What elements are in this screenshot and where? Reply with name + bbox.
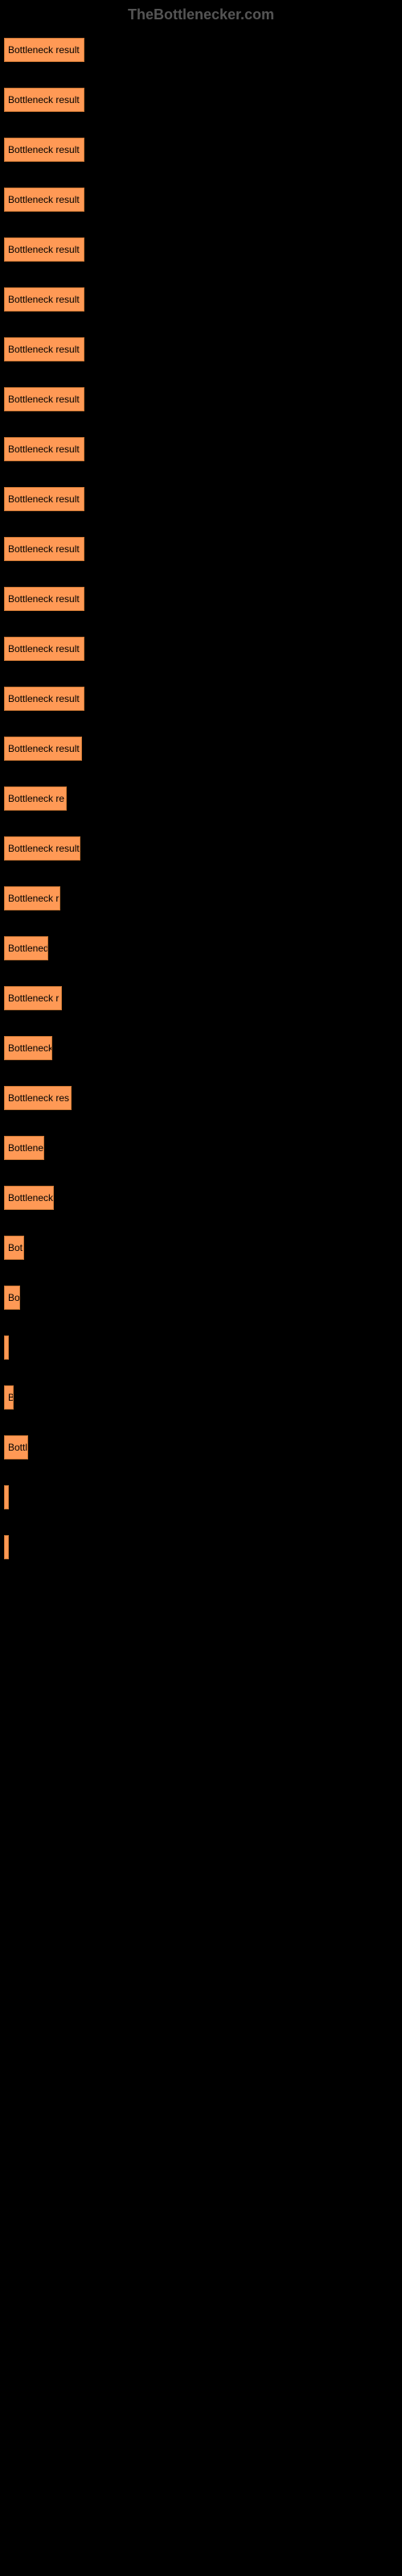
bar-row: Bottleneck r: [4, 886, 398, 910]
site-header: TheBottlenecker.com: [0, 0, 402, 30]
bar-label: Bottleneck result: [8, 44, 80, 56]
bar: Bottleneck result: [4, 737, 82, 761]
bar-label: Bottleneck result: [8, 743, 80, 754]
bar-label: Bottleneck result: [8, 344, 80, 355]
bar: Bottleneck result: [4, 138, 84, 162]
bar-row: Bottleneck: [4, 1186, 398, 1210]
bar-label: Bottleneck result: [8, 593, 80, 605]
bar-row: Bottleneck result: [4, 138, 398, 162]
bar-label: Bottleneck result: [8, 493, 80, 505]
bar-row: Bottlened: [4, 936, 398, 960]
bar: Bottleneck result: [4, 537, 84, 561]
bar-label: Bottleneck result: [8, 394, 80, 405]
bar-label: Bottleneck result: [8, 444, 80, 455]
bar: B: [4, 1385, 14, 1410]
bar-label: Bottlene: [8, 1142, 43, 1154]
bar-row: Bottleneck result: [4, 537, 398, 561]
bar-label: Bottleneck result: [8, 144, 80, 155]
bar: Bottleneck result: [4, 437, 84, 461]
bar-label: Bottleneck: [8, 1042, 52, 1054]
bar-label: Bottleneck result: [8, 543, 80, 555]
bar-row: Bottleneck result: [4, 687, 398, 711]
bar-row: Bottleneck result: [4, 38, 398, 62]
bar-row: Bottleneck r: [4, 986, 398, 1010]
bar-row: B: [4, 1385, 398, 1410]
bar: Bottleneck result: [4, 637, 84, 661]
bar-row: Bottleneck re: [4, 786, 398, 811]
bar: Bottlened: [4, 936, 48, 960]
bar-row: Bottleneck res: [4, 1086, 398, 1110]
bar-row: Bottleneck result: [4, 287, 398, 312]
bar-row: Bottleneck: [4, 1036, 398, 1060]
bar-row: Bot: [4, 1236, 398, 1260]
bar: Bottleneck result: [4, 88, 84, 112]
bar-row: [4, 1335, 398, 1360]
bar: Bo: [4, 1286, 20, 1310]
bar-label: Bottleneck r: [8, 993, 59, 1004]
bar: Bottleneck result: [4, 687, 84, 711]
bar: Bottleneck result: [4, 487, 84, 511]
bar-label: Bottl: [8, 1442, 27, 1453]
bar-label: Bottleneck result: [8, 244, 80, 255]
bar-row: Bottleneck result: [4, 237, 398, 262]
bar-row: Bottleneck result: [4, 88, 398, 112]
bar-label: Bottleneck result: [8, 693, 80, 704]
bar-label: Bo: [8, 1292, 20, 1303]
bar-row: Bottleneck result: [4, 437, 398, 461]
bar: Bottleneck: [4, 1186, 54, 1210]
bar: [4, 1335, 9, 1360]
bar-row: Bottleneck result: [4, 587, 398, 611]
bar-row: [4, 1485, 398, 1509]
bar: Bottleneck r: [4, 986, 62, 1010]
bar-row: [4, 1535, 398, 1559]
bar-row: Bottleneck result: [4, 337, 398, 361]
bar-label: Bot: [8, 1242, 23, 1253]
bar-label: Bottleneck re: [8, 793, 64, 804]
bar: Bottleneck result: [4, 337, 84, 361]
bar: Bottlene: [4, 1136, 44, 1160]
bar: [4, 1535, 9, 1559]
bar: Bottleneck: [4, 1036, 52, 1060]
bar-row: Bottleneck result: [4, 188, 398, 212]
bar: Bottleneck result: [4, 188, 84, 212]
bar: Bottleneck result: [4, 387, 84, 411]
bar-row: Bottleneck result: [4, 387, 398, 411]
bar-label: Bottleneck result: [8, 94, 80, 105]
bar-label: Bottlened: [8, 943, 48, 954]
bar-row: Bottl: [4, 1435, 398, 1459]
bottleneck-chart: Bottleneck result Bottleneck result Bottle…: [0, 30, 402, 1593]
bar-label: Bottleneck result: [8, 843, 80, 854]
bar-label: Bottleneck: [8, 1192, 53, 1203]
bar: Bottleneck re: [4, 786, 67, 811]
bar: Bottleneck result: [4, 237, 84, 262]
bar-label: Bottleneck result: [8, 294, 80, 305]
bar: Bottleneck result: [4, 287, 84, 312]
bar: Bottl: [4, 1435, 28, 1459]
bar-row: Bottleneck result: [4, 487, 398, 511]
bar-label: Bottleneck res: [8, 1092, 69, 1104]
bar: Bottleneck result: [4, 836, 80, 861]
bar-row: Bottleneck result: [4, 637, 398, 661]
bar: [4, 1485, 9, 1509]
bar-row: Bottlene: [4, 1136, 398, 1160]
bar-row: Bo: [4, 1286, 398, 1310]
bar-label: Bottleneck r: [8, 893, 59, 904]
bar: Bot: [4, 1236, 24, 1260]
bar: Bottleneck res: [4, 1086, 72, 1110]
bar-label: Bottleneck result: [8, 643, 80, 654]
bar-row: Bottleneck result: [4, 836, 398, 861]
bar-label: Bottleneck result: [8, 194, 80, 205]
bar: Bottleneck result: [4, 587, 84, 611]
bar-label: B: [8, 1392, 14, 1403]
bar: Bottleneck result: [4, 38, 84, 62]
bar: Bottleneck r: [4, 886, 60, 910]
bar-row: Bottleneck result: [4, 737, 398, 761]
